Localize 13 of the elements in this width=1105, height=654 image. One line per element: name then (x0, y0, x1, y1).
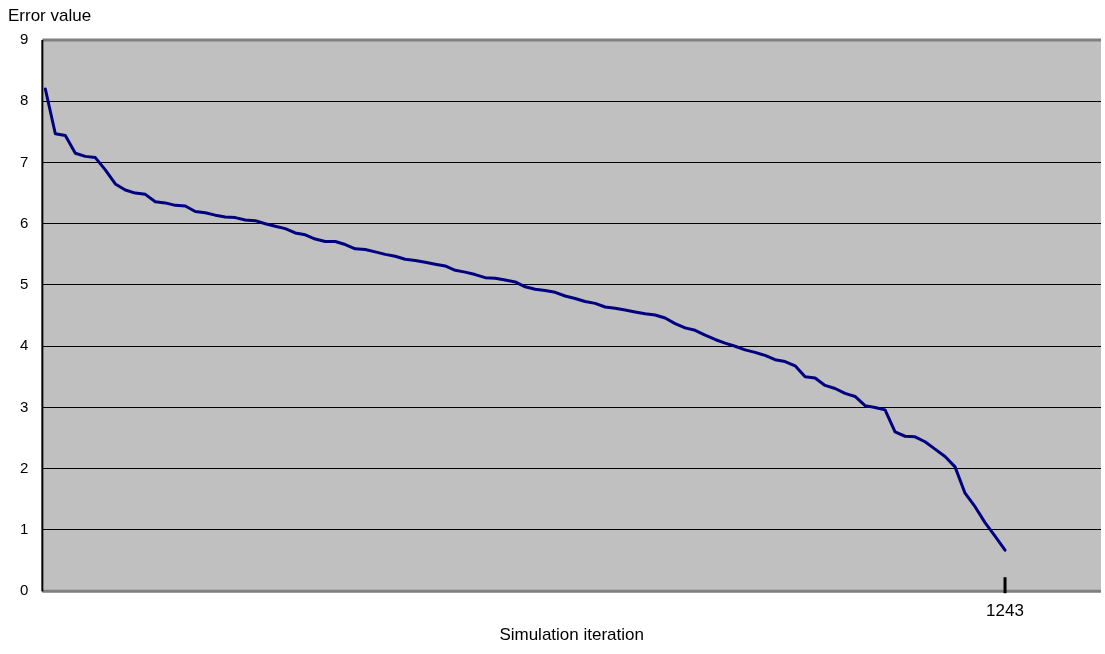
y-tick-label: 0 (20, 581, 29, 599)
y-axis-title: Error value (8, 6, 92, 26)
y-tick-label: 4 (20, 336, 29, 354)
y-tick-label: 2 (20, 458, 29, 476)
y-tick-label: 6 (20, 213, 29, 231)
y-tick-label: 5 (20, 275, 29, 293)
y-tick-label: 3 (20, 397, 29, 415)
text: 1243 (986, 601, 1024, 621)
y-tick-label: 8 (20, 91, 29, 109)
y-tick-label: 1 (20, 520, 29, 538)
x-axis-title: Simulation iteration (499, 625, 644, 645)
y-tick-label: 7 (20, 152, 29, 170)
y-tick-label: 9 (20, 30, 29, 48)
